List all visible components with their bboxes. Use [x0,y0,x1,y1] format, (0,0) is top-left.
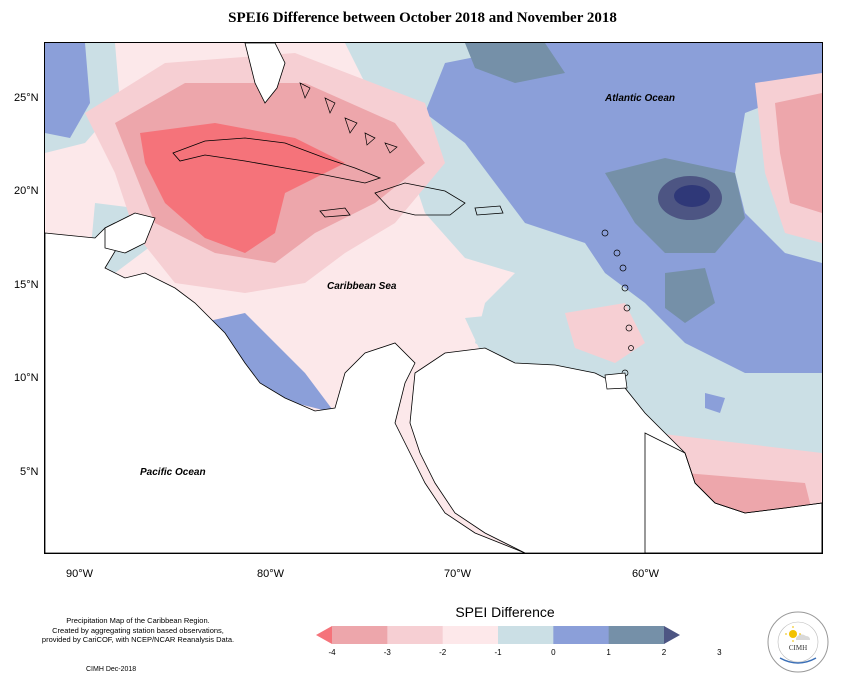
jamaica-outline [319,207,351,218]
zone-blue-small [705,393,725,413]
logo-text: CIMH [789,644,807,652]
legend-tick: -2 [439,648,447,657]
legend-tick: 2 [661,648,667,657]
zone-blue-atlantic [425,43,822,373]
footnote-line-3: provided by CariCOF, with NCEP/NCAR Rean… [41,635,235,644]
legend-title: SPEI Difference [455,604,555,620]
hispaniola-outline [374,182,466,216]
zone-strong-red [140,123,345,253]
legend-tick: 3 [717,648,722,657]
footnote-line-2: Created by aggregating station based obs… [52,625,224,635]
map-footnote: Precipitation Map of the Caribbean Regio… [18,616,258,645]
label-caribbean-sea: Caribbean Sea [327,281,397,292]
zone-blue-nw [45,43,90,138]
legend-tick: 0 [551,648,556,657]
legend-swatch [442,626,499,644]
lat-tick-15n: 15°N [14,279,39,291]
legend-tick: -3 [383,648,391,657]
lat-tick-5n: 5°N [20,466,39,478]
puerto-rico-outline [474,205,504,216]
zone-steel-blue-2 [665,268,715,323]
lon-tick-80w: 80°W [257,568,285,580]
lon-tick-90w: 90°W [66,568,94,580]
lat-tick-20n: 20°N [14,185,39,197]
legend-swatch [553,626,610,644]
cuba-outline [172,137,382,184]
legend-swatch [498,626,554,644]
guianas-outline [644,432,822,553]
cimh-logo: CIMH [767,611,829,673]
legend-tick: 1 [606,648,611,657]
trinidad-outline [604,372,628,390]
label-atlantic-ocean: Atlantic Ocean [605,93,676,104]
spei-map [45,43,822,553]
zone-steel-blue-3 [465,43,565,83]
legend-swatch [608,626,665,644]
map-title: SPEI6 Difference between October 2018 an… [228,10,617,26]
lat-tick-25n: 25°N [14,92,39,104]
zone-dark-blue-core [674,185,710,207]
credit-text: CIMH Dec-2018 [86,666,137,673]
map-area: Atlantic Ocean Caribbean Sea Pacific Oce… [44,42,823,554]
lon-tick-70w: 70°W [444,568,472,580]
bahamas-outline [299,82,398,154]
legend-swatch [316,626,332,644]
footnote-line-1: Precipitation Map of the Caribbean Regio… [66,616,210,625]
yucatan-land [104,212,156,254]
lat-tick-10n: 10°N [14,372,39,384]
legend-tick: -4 [328,648,336,657]
florida-land [244,43,286,104]
zone-light-red-windward [565,303,645,363]
label-pacific-ocean: Pacific Ocean [140,467,206,478]
zone-red-east [775,93,822,213]
legend-swatch [332,626,388,644]
legend-swatch [664,626,680,644]
legend-tick: -1 [494,648,502,657]
legend-swatch [387,626,444,644]
zone-blue-pacific [200,313,335,413]
lon-tick-60w: 60°W [632,568,660,580]
legend-colorbar [316,626,680,644]
